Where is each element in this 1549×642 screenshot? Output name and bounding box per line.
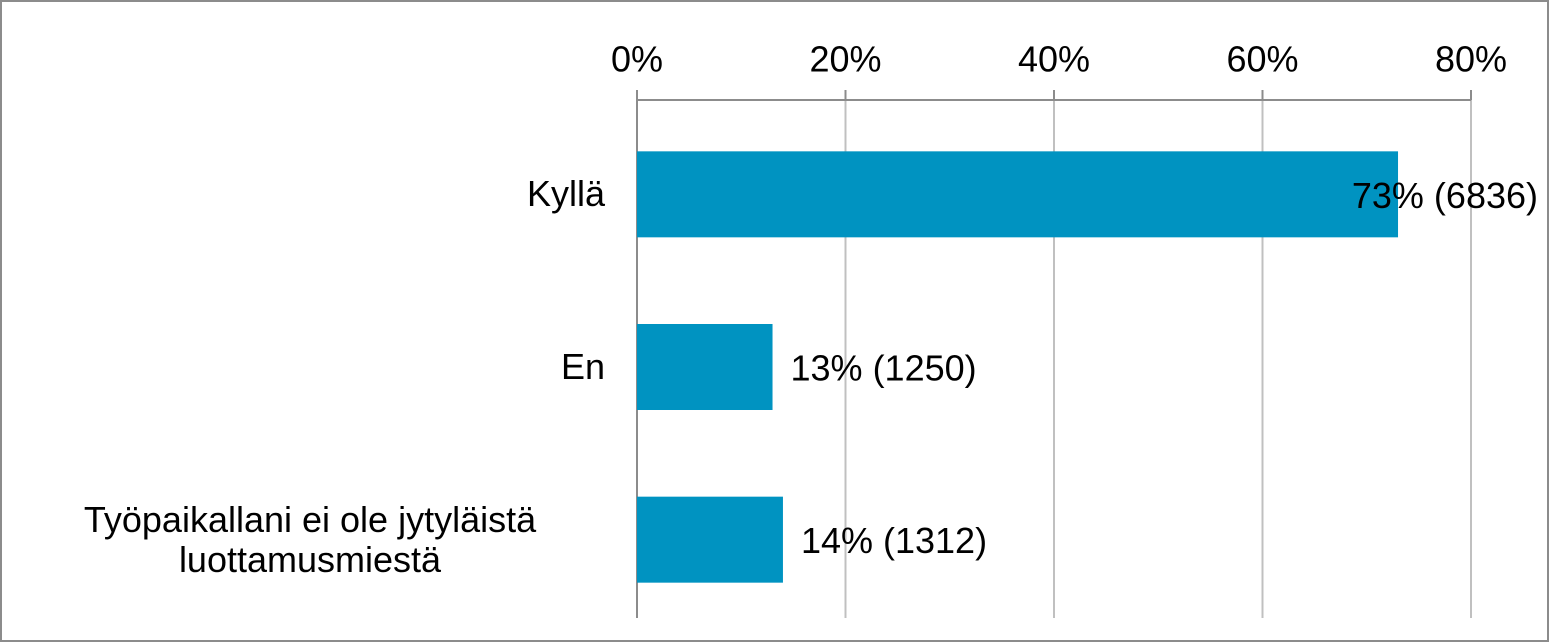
data-label: 14% (1312) <box>801 520 987 561</box>
category-label-box: Kyllä <box>5 174 605 214</box>
x-tick-label: 60% <box>1226 39 1298 80</box>
category-label-box: En <box>5 347 605 387</box>
bar <box>637 151 1399 238</box>
data-label: 13% (1250) <box>791 348 977 389</box>
data-label: 73% (6836) <box>1352 175 1538 216</box>
y-tick-label: Työpaikallani ei ole jytyläistä luottamu… <box>83 498 537 580</box>
x-tick-label: 80% <box>1435 39 1507 80</box>
x-tick-label: 40% <box>1018 39 1090 80</box>
bar <box>637 496 783 583</box>
x-tick-label: 20% <box>809 39 881 80</box>
bar <box>637 324 773 410</box>
y-tick-label: En <box>560 346 605 387</box>
x-tick-label: 0% <box>611 39 663 80</box>
y-tick-label: Kyllä <box>526 173 605 215</box>
category-label-box: Työpaikallani ei ole jytyläistä luottamu… <box>5 498 605 580</box>
